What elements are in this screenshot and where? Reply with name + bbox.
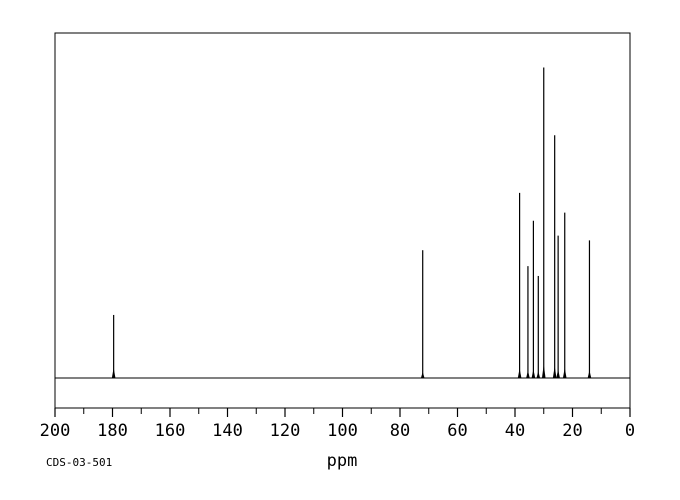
peak-foot	[517, 368, 522, 378]
tick-label-40: 40	[505, 421, 525, 441]
peak-foot	[531, 369, 536, 378]
tick-label-60: 60	[447, 421, 467, 441]
peak-foot	[587, 370, 592, 378]
peak-traces	[111, 67, 592, 378]
peak-foot	[536, 371, 541, 378]
peak-foot	[420, 371, 425, 378]
tick-label-200: 200	[40, 421, 71, 441]
tick-label-80: 80	[390, 421, 410, 441]
axis-tick-labels: 200 180 160 140 120 100 80 60 40 20 0	[40, 421, 635, 441]
peak-foot	[562, 367, 567, 378]
axis-ticks	[54, 408, 631, 417]
tick-label-140: 140	[212, 421, 243, 441]
tick-label-0: 0	[625, 421, 635, 441]
tick-label-120: 120	[270, 421, 301, 441]
peak-foot	[111, 367, 116, 378]
tick-label-20: 20	[562, 421, 582, 441]
x-axis-label: ppm	[327, 451, 358, 471]
peak-foot	[541, 364, 546, 378]
sample-id-label: CDS-03-501	[46, 456, 112, 469]
peak-foot	[552, 366, 557, 378]
tick-label-100: 100	[327, 421, 358, 441]
tick-label-180: 180	[97, 421, 128, 441]
peak-foot	[526, 370, 530, 378]
peak-foot	[556, 369, 560, 378]
tick-label-160: 160	[155, 421, 186, 441]
